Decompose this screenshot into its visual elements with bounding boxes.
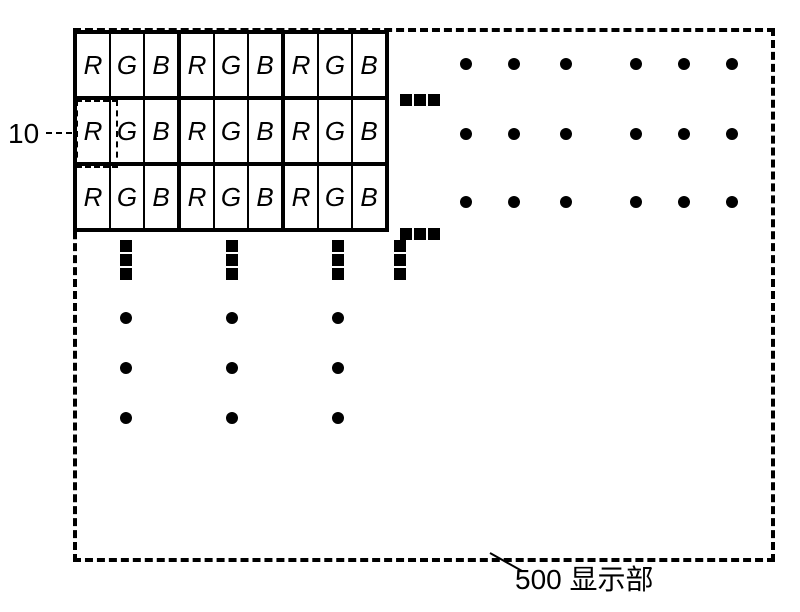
subpixel-r: R (285, 166, 317, 228)
pixel-row: RGBRGBRGB (73, 96, 389, 162)
ellipsis-dot (678, 58, 690, 70)
pixel-group: RGB (177, 166, 281, 228)
continuation-square (400, 94, 412, 106)
subpixel-b: B (143, 34, 177, 96)
pixel-group: RGB (281, 34, 389, 96)
subpixel-r: R (181, 34, 213, 96)
pixel-grid: RGBRGBRGBRGBRGBRGBRGBRGBRGB (73, 30, 389, 232)
ellipsis-dot (560, 58, 572, 70)
subpixel-r: R (77, 166, 109, 228)
ellipsis-dot (332, 412, 344, 424)
subpixel-b: B (247, 100, 281, 162)
ellipsis-dot (460, 196, 472, 208)
ellipsis-dot (678, 196, 690, 208)
continuation-square (394, 240, 406, 252)
continuation-square (428, 94, 440, 106)
ellipsis-dot (332, 362, 344, 374)
ellipsis-dot (508, 128, 520, 140)
subpixel-r: R (285, 100, 317, 162)
continuation-square (332, 268, 344, 280)
leader-dash (46, 132, 52, 134)
callout-10-label: 10 (8, 118, 39, 150)
ellipsis-dot (460, 128, 472, 140)
callout-10-highlight (76, 100, 118, 168)
subpixel-b: B (247, 166, 281, 228)
ellipsis-dot (226, 312, 238, 324)
label-500: 500 显示部 (515, 558, 654, 598)
pixel-group: RGB (281, 166, 389, 228)
subpixel-g: G (109, 34, 143, 96)
subpixel-b: B (351, 34, 385, 96)
subpixel-b: B (143, 166, 177, 228)
continuation-square (120, 254, 132, 266)
pixel-group: RGB (73, 166, 177, 228)
subpixel-r: R (77, 34, 109, 96)
continuation-square (226, 240, 238, 252)
pixel-group: RGB (73, 34, 177, 96)
continuation-square (120, 268, 132, 280)
leader-dash (56, 132, 62, 134)
continuation-square (332, 240, 344, 252)
ellipsis-dot (630, 58, 642, 70)
continuation-square (400, 228, 412, 240)
subpixel-g: G (317, 100, 351, 162)
subpixel-r: R (285, 34, 317, 96)
ellipsis-dot (560, 196, 572, 208)
ellipsis-dot (460, 58, 472, 70)
subpixel-g: G (213, 166, 247, 228)
subpixel-r: R (181, 166, 213, 228)
ellipsis-dot (678, 128, 690, 140)
continuation-square (428, 228, 440, 240)
pixel-group: RGB (177, 34, 281, 96)
diagram-canvas: RGBRGBRGBRGBRGBRGBRGBRGBRGB 10 500 显示部 (0, 0, 800, 612)
continuation-square (394, 254, 406, 266)
subpixel-g: G (213, 100, 247, 162)
ellipsis-dot (726, 128, 738, 140)
ellipsis-dot (332, 312, 344, 324)
ellipsis-dot (226, 362, 238, 374)
pixel-row: RGBRGBRGB (73, 30, 389, 96)
ellipsis-dot (226, 412, 238, 424)
continuation-square (226, 254, 238, 266)
ellipsis-dot (630, 196, 642, 208)
subpixel-r: R (181, 100, 213, 162)
pixel-group: RGB (177, 100, 281, 162)
continuation-square (226, 268, 238, 280)
continuation-square (414, 228, 426, 240)
pixel-group: RGB (281, 100, 389, 162)
continuation-square (120, 240, 132, 252)
subpixel-b: B (143, 100, 177, 162)
subpixel-g: G (109, 166, 143, 228)
ellipsis-dot (726, 58, 738, 70)
pixel-row: RGBRGBRGB (73, 162, 389, 232)
ellipsis-dot (120, 362, 132, 374)
subpixel-b: B (351, 100, 385, 162)
ellipsis-dot (508, 196, 520, 208)
continuation-square (414, 94, 426, 106)
ellipsis-dot (630, 128, 642, 140)
subpixel-b: B (247, 34, 281, 96)
continuation-square (394, 268, 406, 280)
subpixel-g: G (317, 166, 351, 228)
ellipsis-dot (508, 58, 520, 70)
continuation-square (332, 254, 344, 266)
subpixel-g: G (213, 34, 247, 96)
subpixel-g: G (317, 34, 351, 96)
leader-dash (66, 132, 72, 134)
subpixel-b: B (351, 166, 385, 228)
ellipsis-dot (726, 196, 738, 208)
ellipsis-dot (120, 312, 132, 324)
ellipsis-dot (560, 128, 572, 140)
ellipsis-dot (120, 412, 132, 424)
